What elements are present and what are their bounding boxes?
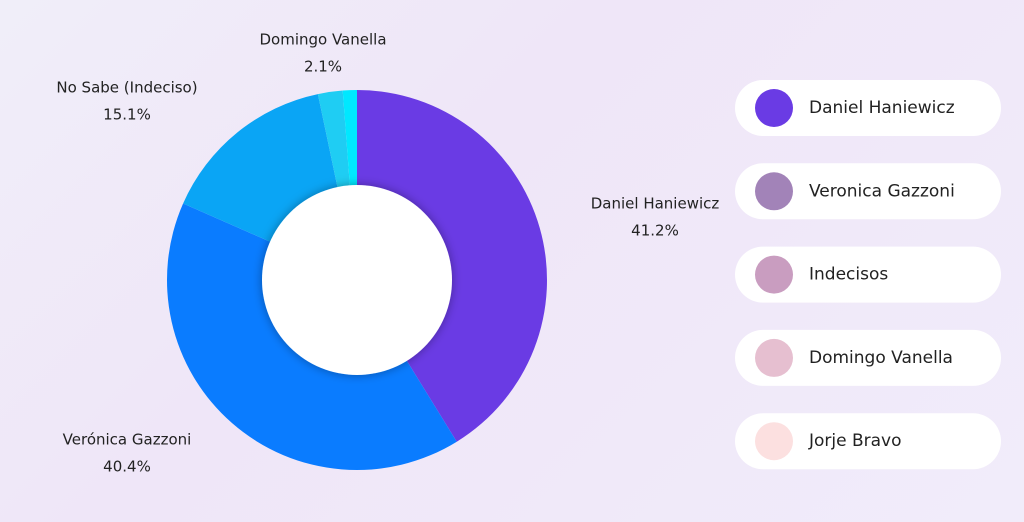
legend-label: Daniel Haniewicz xyxy=(809,98,955,118)
legend-swatch xyxy=(755,172,793,211)
legend-pill xyxy=(735,80,1001,136)
slice-label: No Sabe (Indeciso) xyxy=(56,79,197,97)
legend-item[interactable]: Jorje Bravo xyxy=(735,413,1001,470)
legend-label: Jorje Bravo xyxy=(808,431,902,451)
legend-label: Domingo Vanella xyxy=(809,348,953,368)
slice-value-label: 2.1% xyxy=(304,58,342,76)
donut-hole xyxy=(262,185,452,375)
slice-label: Daniel Haniewicz xyxy=(591,195,720,213)
slice-label: Domingo Vanella xyxy=(259,31,386,49)
legend-swatch xyxy=(755,89,793,127)
legend-pill xyxy=(735,329,1001,386)
legend-swatch xyxy=(755,422,793,461)
legend-pill xyxy=(735,413,1001,470)
legend-pill xyxy=(735,163,1001,220)
legend-item[interactable]: Veronica Gazzoni xyxy=(735,163,1001,220)
slice-value-label: 40.4% xyxy=(103,458,151,476)
slice-label: Verónica Gazzoni xyxy=(63,431,192,449)
slice-value-label: 15.1% xyxy=(103,106,151,124)
legend-item[interactable]: Indecisos xyxy=(735,246,1001,303)
legend-swatch xyxy=(755,255,793,294)
slice-value-label: 41.2% xyxy=(631,222,679,240)
legend-label: Indecisos xyxy=(809,265,888,285)
legend-label: Veronica Gazzoni xyxy=(809,181,955,201)
legend-item[interactable]: Daniel Haniewicz xyxy=(735,80,1001,136)
legend-item[interactable]: Domingo Vanella xyxy=(735,329,1001,386)
legend-swatch xyxy=(755,338,793,377)
legend-pill xyxy=(735,246,1001,303)
